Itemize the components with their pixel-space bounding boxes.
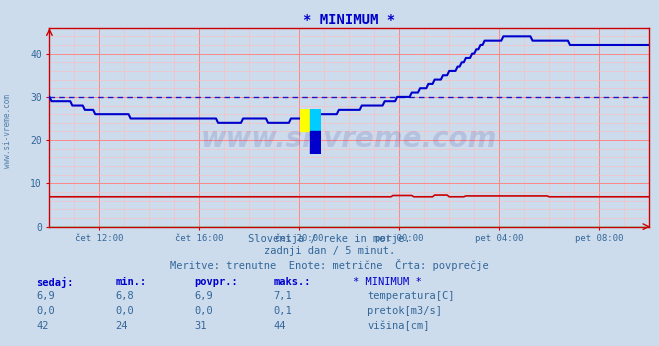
Text: www.si-vreme.com: www.si-vreme.com [3, 94, 12, 169]
Text: zadnji dan / 5 minut.: zadnji dan / 5 minut. [264, 246, 395, 256]
Text: 0,0: 0,0 [36, 306, 55, 316]
Text: min.:: min.: [115, 277, 146, 287]
Bar [310, 131, 321, 154]
Text: pretok[m3/s]: pretok[m3/s] [367, 306, 442, 316]
Text: 0,0: 0,0 [115, 306, 134, 316]
Text: * MINIMUM *: * MINIMUM * [353, 277, 421, 287]
Text: 44: 44 [273, 321, 286, 331]
Text: povpr.:: povpr.: [194, 277, 238, 287]
Bar [310, 109, 321, 131]
Text: 31: 31 [194, 321, 207, 331]
Text: temperatura[C]: temperatura[C] [367, 291, 455, 301]
Text: Slovenija / reke in morje.: Slovenija / reke in morje. [248, 234, 411, 244]
Text: sedaj:: sedaj: [36, 277, 74, 288]
Bar [300, 109, 310, 131]
Text: 42: 42 [36, 321, 49, 331]
Text: Meritve: trenutne  Enote: metrične  Črta: povprečje: Meritve: trenutne Enote: metrične Črta: … [170, 259, 489, 271]
Text: 6,9: 6,9 [194, 291, 213, 301]
Text: 6,8: 6,8 [115, 291, 134, 301]
Text: 0,1: 0,1 [273, 306, 292, 316]
Text: www.si-vreme.com: www.si-vreme.com [201, 125, 498, 153]
Text: 0,0: 0,0 [194, 306, 213, 316]
Text: 7,1: 7,1 [273, 291, 292, 301]
Text: 24: 24 [115, 321, 128, 331]
Text: 6,9: 6,9 [36, 291, 55, 301]
Text: maks.:: maks.: [273, 277, 311, 287]
Text: višina[cm]: višina[cm] [367, 321, 430, 331]
Title: * MINIMUM *: * MINIMUM * [303, 12, 395, 27]
